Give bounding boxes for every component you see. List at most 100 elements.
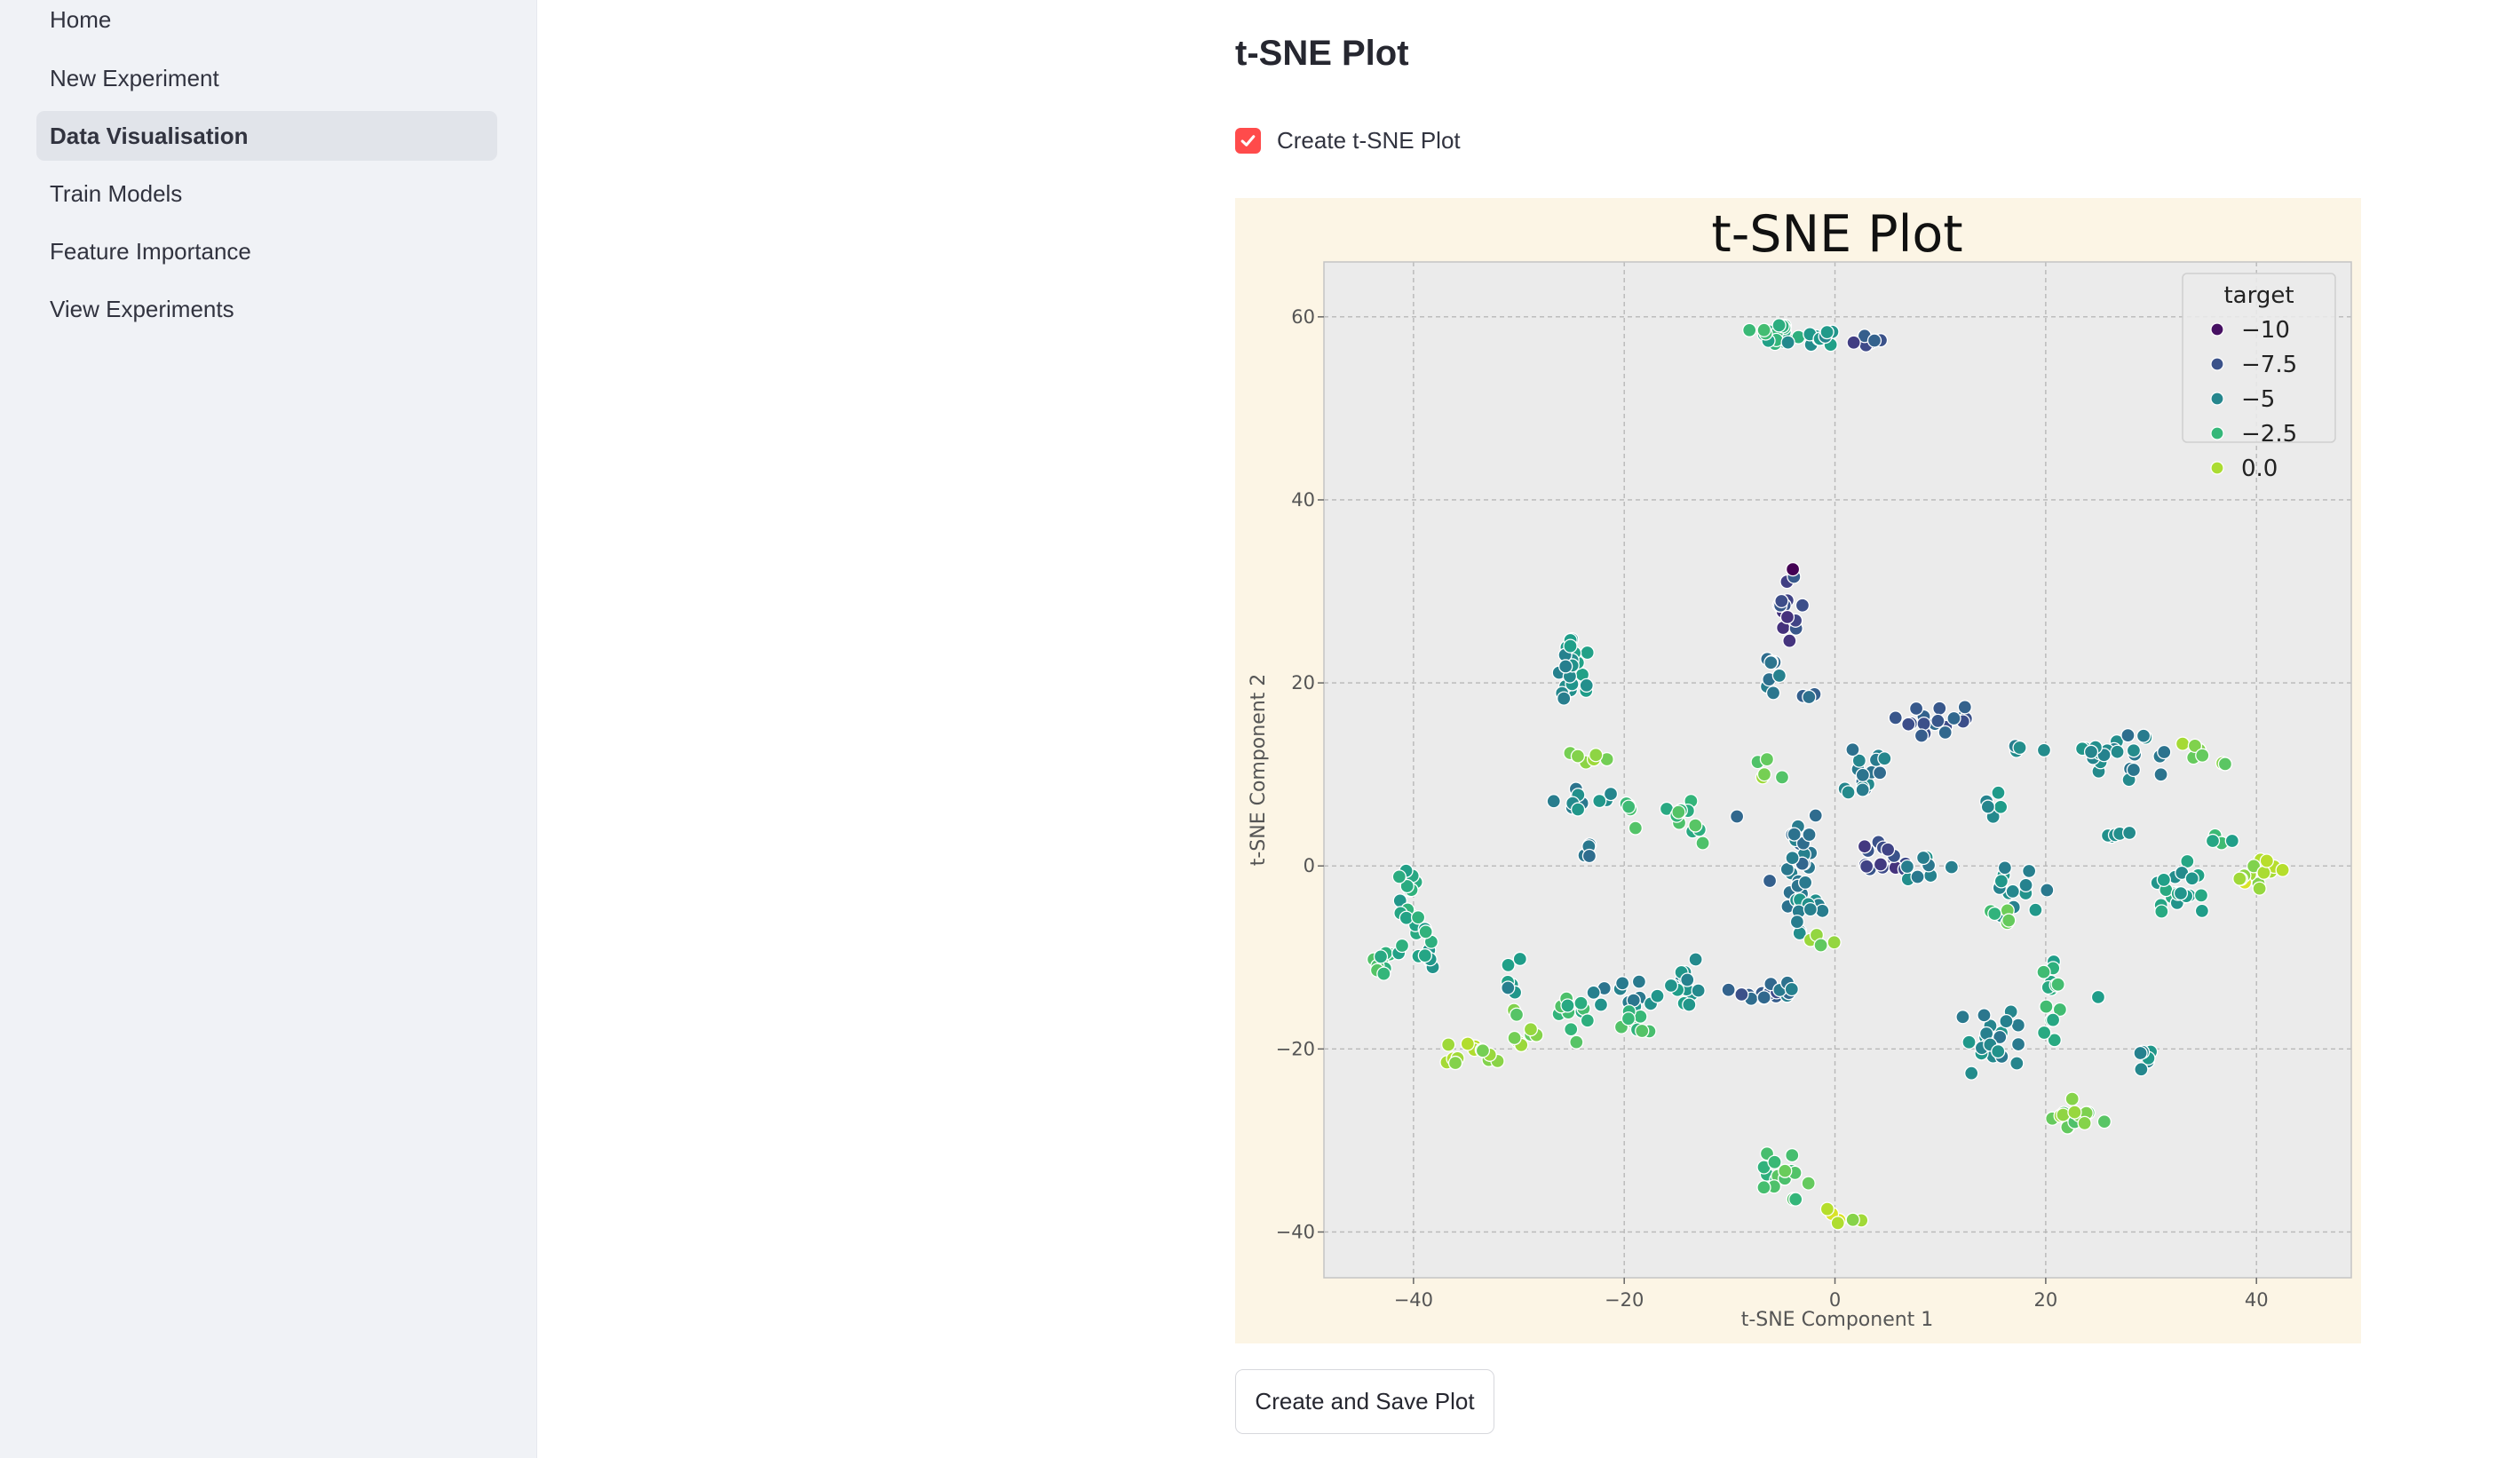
scatter-point [1560, 998, 1575, 1013]
scatter-point [2134, 1062, 2149, 1077]
scatter-point [2077, 1115, 2092, 1131]
scatter-point [1785, 1147, 1800, 1163]
scatter-point [1787, 827, 1802, 842]
scatter-point [1944, 860, 1960, 875]
scatter-point [1980, 799, 1996, 814]
scatter-point [2047, 1033, 2062, 1048]
scatter-point [1993, 874, 2009, 889]
scatter-point [1774, 770, 1790, 785]
scatter-point [1564, 1022, 1579, 1037]
scatter-point [2090, 989, 2106, 1005]
x-axis-label: t-SNE Component 1 [1741, 1309, 1934, 1331]
sidebar-item-feature-importance[interactable]: Feature Importance [50, 237, 251, 265]
legend-title: target [2223, 282, 2294, 309]
scatter-point [1908, 701, 1924, 717]
scatter-point [1946, 710, 1961, 726]
scatter-point [1987, 906, 2002, 922]
scatter-point [1581, 848, 1597, 864]
scatter-point [2157, 744, 2172, 760]
scatter-point [2120, 727, 2136, 743]
scatter-point [2010, 1018, 2026, 1033]
legend-label: −5 [2241, 386, 2275, 413]
scatter-point [1778, 1163, 1793, 1178]
scatter-point [1977, 1008, 1992, 1023]
scatter-point [1509, 1007, 1525, 1022]
scatter-point [1780, 335, 1795, 350]
scatter-point [2193, 888, 2209, 903]
scatter-point [1580, 645, 1595, 661]
scatter-point [1546, 794, 1561, 809]
scatter-point [1523, 1022, 1539, 1037]
scatter-point [2050, 977, 2065, 992]
sidebar-item-home[interactable]: Home [50, 5, 112, 33]
scatter-point [1872, 765, 1888, 781]
scatter-point [1802, 827, 1817, 843]
legend-marker [2210, 426, 2224, 440]
scatter-point [1846, 335, 1861, 350]
scatter-point [1857, 839, 1873, 854]
scatter-point [1671, 804, 1686, 820]
y-tick-label: 40 [1291, 489, 1315, 511]
scatter-point [1756, 322, 1771, 337]
scatter-point [1460, 1036, 1475, 1051]
sidebar-item-view-experiments[interactable]: View Experiments [50, 295, 234, 322]
x-tick-label: −20 [1605, 1289, 1644, 1311]
scatter-point [1394, 938, 1410, 954]
scatter-point [1589, 748, 1604, 763]
sidebar-item-new-experiment[interactable]: New Experiment [50, 64, 219, 91]
scatter-point [1721, 982, 1736, 997]
scatter-point [1851, 753, 1866, 768]
scatter-point [1729, 809, 1745, 824]
scatter-point [1695, 836, 1710, 851]
checkbox-checked-icon[interactable] [1235, 127, 1261, 154]
scatter-point [1573, 995, 1589, 1010]
scatter-point [1767, 1154, 1782, 1169]
scatter-point [1771, 668, 1787, 684]
scatter-point [1938, 725, 1953, 741]
scatter-point [1827, 935, 1842, 950]
legend-label: −2.5 [2241, 421, 2297, 448]
scatter-point [2036, 1025, 2052, 1041]
scatter-point [1557, 691, 1572, 706]
scatter-point [2005, 884, 2020, 899]
scatter-point [2180, 853, 2195, 869]
scatter-point [1932, 701, 1947, 716]
scatter-point [1688, 818, 1703, 833]
scatter-point [1771, 318, 1787, 333]
scatter-point [1888, 710, 1903, 725]
scatter-point [2064, 1091, 2080, 1106]
sidebar-item-data-visualisation[interactable]: Data Visualisation [36, 111, 497, 161]
scatter-point [2001, 913, 2017, 928]
scatter-point [2126, 762, 2142, 778]
scatter-point [1993, 799, 2009, 814]
scatter-point [1592, 793, 1607, 809]
sidebar-item-train-models[interactable]: Train Models [50, 179, 183, 207]
scatter-point [1579, 677, 1594, 693]
scatter-point [2232, 871, 2247, 886]
scatter-point [1855, 767, 1870, 783]
create-tsne-checkbox[interactable]: Create t-SNE Plot [1235, 123, 1461, 158]
scatter-point [1866, 333, 1882, 348]
scatter-point [1563, 638, 1578, 654]
checkbox-label: Create t-SNE Plot [1277, 126, 1461, 154]
scatter-point [1512, 951, 1527, 967]
create-and-save-plot-button[interactable]: Create and Save Plot [1235, 1369, 1494, 1434]
scatter-point [1961, 1034, 1977, 1050]
scatter-point [1819, 1201, 1835, 1216]
legend-marker [2210, 461, 2224, 475]
scatter-point [2045, 1012, 2061, 1027]
scatter-point [2040, 883, 2055, 898]
scatter-point [2036, 964, 2051, 979]
scatter-point [2154, 904, 2169, 919]
scatter-point [1570, 749, 1586, 764]
tsne-plot-figure: −40 −20 0 20 40 −40 −20 0 20 40 60 target −10 −7.5 −5 −… [1235, 198, 2361, 1343]
x-tick-label: 20 [2033, 1289, 2057, 1311]
scatter-point [1734, 987, 1749, 1002]
chart-title: t-SNE Plot [1711, 205, 1962, 264]
scatter-point [1991, 785, 2006, 800]
scatter-point [1795, 598, 1811, 613]
scatter-point [1916, 716, 1931, 732]
scatter-point [1756, 1180, 1771, 1195]
scatter-point [1910, 869, 1925, 884]
scatter-point [1558, 659, 1573, 674]
